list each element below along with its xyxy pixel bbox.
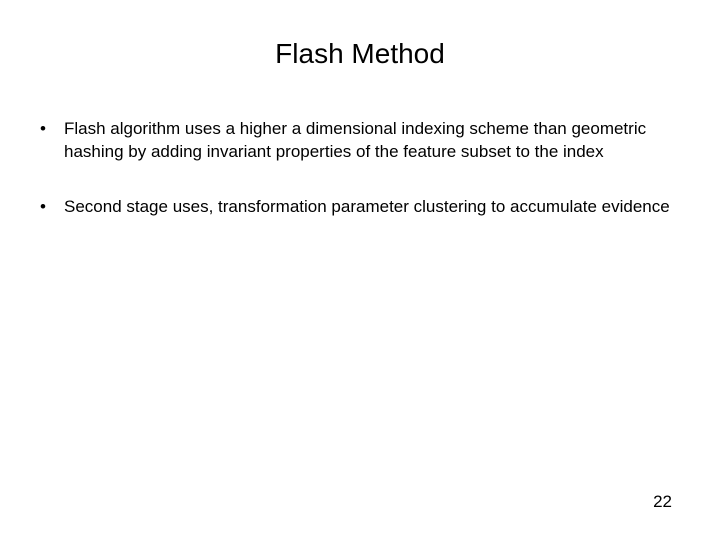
bullet-item: • Flash algorithm uses a higher a dimens… bbox=[40, 118, 680, 164]
bullet-marker: • bbox=[40, 196, 64, 219]
bullet-text: Second stage uses, transformation parame… bbox=[64, 196, 680, 219]
bullet-marker: • bbox=[40, 118, 64, 141]
slide-title: Flash Method bbox=[0, 0, 720, 70]
page-number: 22 bbox=[653, 492, 672, 512]
bullet-item: • Second stage uses, transformation para… bbox=[40, 196, 680, 219]
bullet-text: Flash algorithm uses a higher a dimensio… bbox=[64, 118, 680, 164]
bullet-list: • Flash algorithm uses a higher a dimens… bbox=[0, 118, 720, 219]
